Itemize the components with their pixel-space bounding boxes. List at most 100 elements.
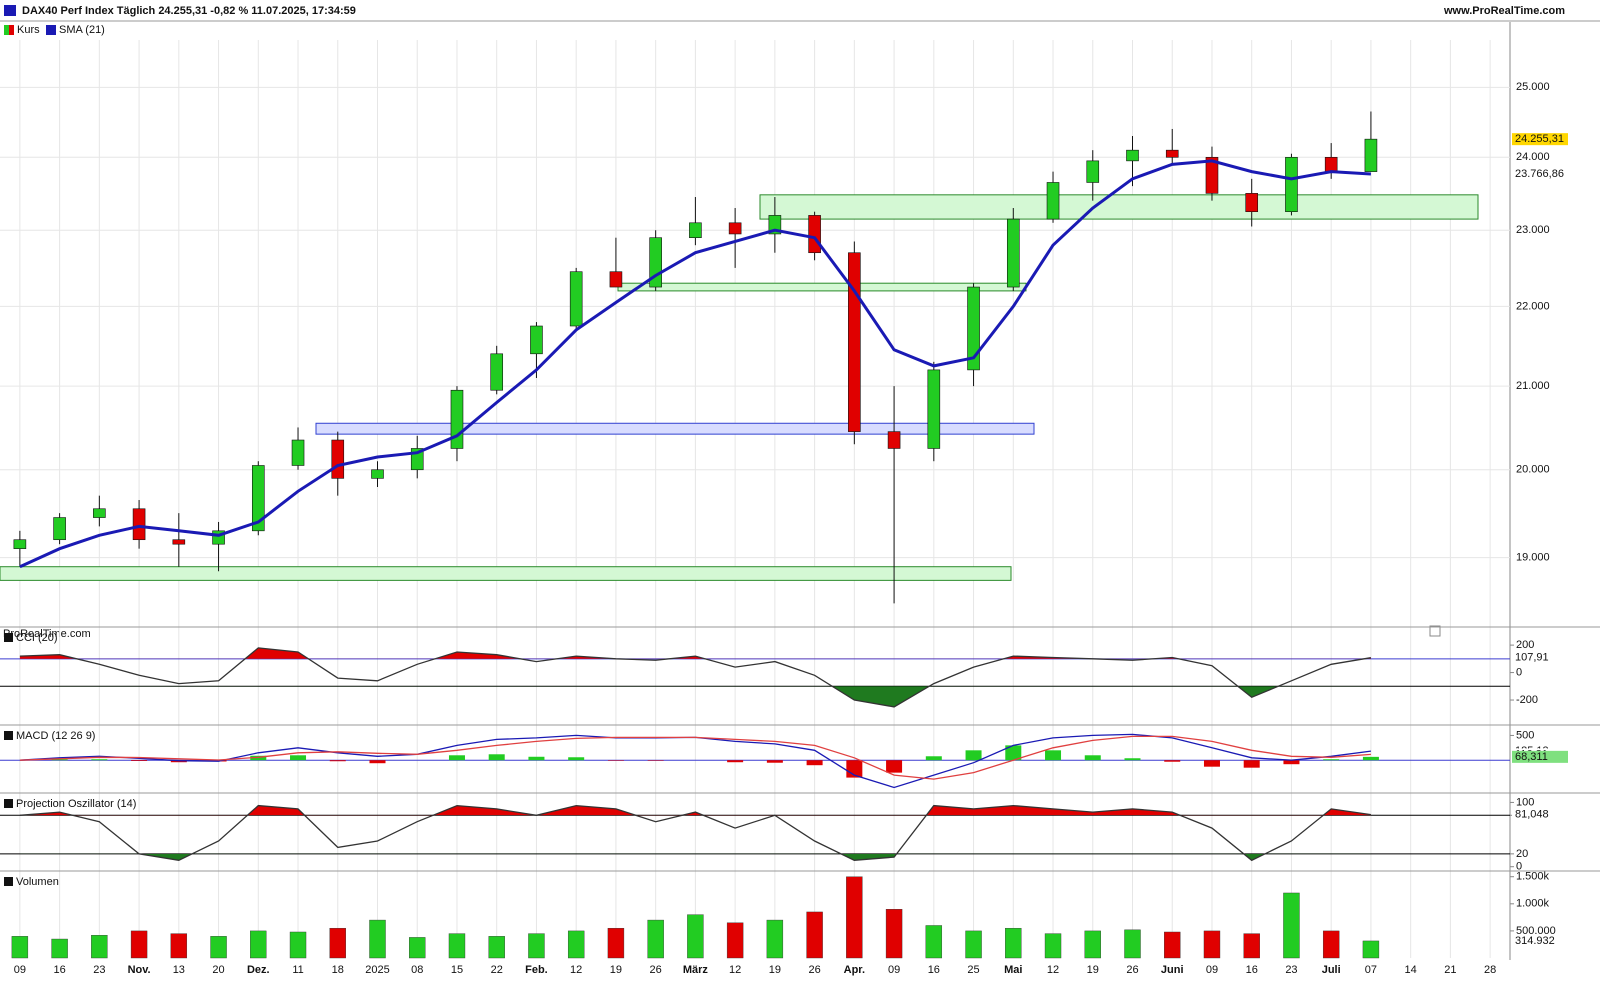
x-tick-label: 22 [491, 964, 503, 976]
histogram-bar [329, 760, 346, 762]
volume-bar [369, 919, 386, 959]
x-tick-label: 09 [14, 964, 26, 976]
volume-bar [1362, 940, 1380, 959]
histogram-bar [91, 759, 108, 761]
y-tick-label: 100 [1516, 796, 1534, 808]
histogram-bar [1164, 760, 1181, 762]
zone [759, 194, 1479, 220]
candle-body [291, 439, 305, 466]
candle-body [530, 325, 543, 355]
y-tick-label: 0 [1516, 861, 1522, 873]
x-tick-label: 26 [1126, 964, 1138, 976]
y-tick-label: 20.000 [1516, 464, 1550, 476]
volume-bar [329, 927, 346, 959]
candle-body [251, 465, 265, 532]
title-icon [4, 5, 16, 16]
x-tick-label: 26 [808, 964, 820, 976]
candle-body [1126, 149, 1139, 162]
candle-body [1285, 156, 1298, 213]
x-tick-label: Feb. [525, 964, 548, 976]
volume-bar [647, 919, 664, 959]
histogram-bar [1203, 760, 1220, 767]
histogram-bar [1362, 756, 1379, 761]
source: www.ProRealTime.com [1443, 5, 1565, 17]
volume-bar [1124, 929, 1141, 959]
y-tick-label: 25.000 [1516, 81, 1550, 93]
y-tick-label: 22.000 [1516, 300, 1550, 312]
histogram-bar [766, 760, 783, 763]
x-tick-label: 12 [1047, 964, 1059, 976]
volume-bar [806, 911, 823, 959]
x-tick-label: 16 [53, 964, 65, 976]
volume-bar [1044, 933, 1062, 959]
y-tick-label: 200 [1516, 639, 1534, 651]
candle-body [689, 222, 702, 238]
y-tick-label: 20 [1516, 848, 1528, 860]
histogram-bar [131, 760, 148, 761]
series-line [19, 804, 1371, 862]
panel-title: Projection Oszillator (14) [16, 798, 136, 810]
volume-bar [409, 937, 426, 959]
x-tick-label: 23 [1285, 964, 1297, 976]
y-tick-label: 500.000 [1516, 925, 1556, 937]
y-tick-label: 21.000 [1516, 380, 1550, 392]
histogram-bar [925, 756, 942, 761]
x-tick-label: 16 [928, 964, 940, 976]
candle-body [1245, 193, 1259, 213]
candle-body [53, 517, 66, 541]
candle-body [490, 353, 504, 391]
x-tick-label: Nov. [128, 964, 151, 976]
x-tick-label: 18 [332, 964, 344, 976]
value-tag [1512, 133, 1568, 146]
volume-bar [885, 909, 903, 959]
x-tick-label: 19 [610, 964, 622, 976]
x-tick-label: 25 [967, 964, 979, 976]
volume-bar [726, 922, 744, 959]
y-tick-label: 19.000 [1516, 552, 1550, 564]
candle-body [1046, 182, 1060, 220]
y-tick-label: 500 [1516, 729, 1534, 741]
histogram-bar [1084, 755, 1101, 761]
histogram-bar [250, 755, 267, 761]
x-tick-label: 19 [769, 964, 781, 976]
histogram-bar [1283, 760, 1300, 765]
histogram-bar [965, 750, 982, 761]
y-tick-label: 1.500k [1516, 871, 1550, 883]
candle-body [887, 431, 901, 449]
value-tag [1512, 651, 1568, 664]
x-tick-label: 08 [411, 964, 423, 976]
volume-bar [448, 933, 466, 959]
candle-body [1086, 160, 1100, 183]
volume-bar [91, 935, 108, 959]
legend-swatch [46, 25, 56, 35]
x-tick-label: 2025 [365, 964, 389, 976]
value-tag-label: 23.766,86 [1515, 168, 1564, 180]
x-tick-label: 16 [1246, 964, 1258, 976]
x-tick-label: Juli [1322, 964, 1341, 976]
x-tick-label: 15 [451, 964, 463, 976]
candle-body [371, 469, 384, 479]
x-tick-label: 12 [729, 964, 741, 976]
level-fill [20, 805, 1371, 816]
candle-body [1165, 149, 1179, 158]
value-tag-label: 68,311 [1515, 751, 1548, 763]
x-tick-label: 14 [1405, 964, 1417, 976]
histogram-bar [528, 756, 545, 761]
candle-body [609, 271, 623, 288]
volume-bar [528, 933, 545, 959]
info-icon[interactable] [1429, 625, 1441, 637]
panel-title: Volumen [16, 876, 59, 888]
x-tick-label: Dez. [247, 964, 270, 976]
histogram-bar [1323, 759, 1340, 761]
histogram-bar [1005, 745, 1022, 761]
series-line [19, 647, 1372, 708]
volume-bar [965, 930, 982, 959]
legend-swatch [9, 25, 14, 35]
legend-label: Kurs [17, 24, 40, 36]
x-tick-label: 19 [1087, 964, 1099, 976]
value-tag-label: 107,91 [1515, 652, 1549, 664]
histogram-bar [448, 755, 465, 761]
x-tick-label: 26 [650, 964, 662, 976]
volume-bar [130, 930, 148, 959]
